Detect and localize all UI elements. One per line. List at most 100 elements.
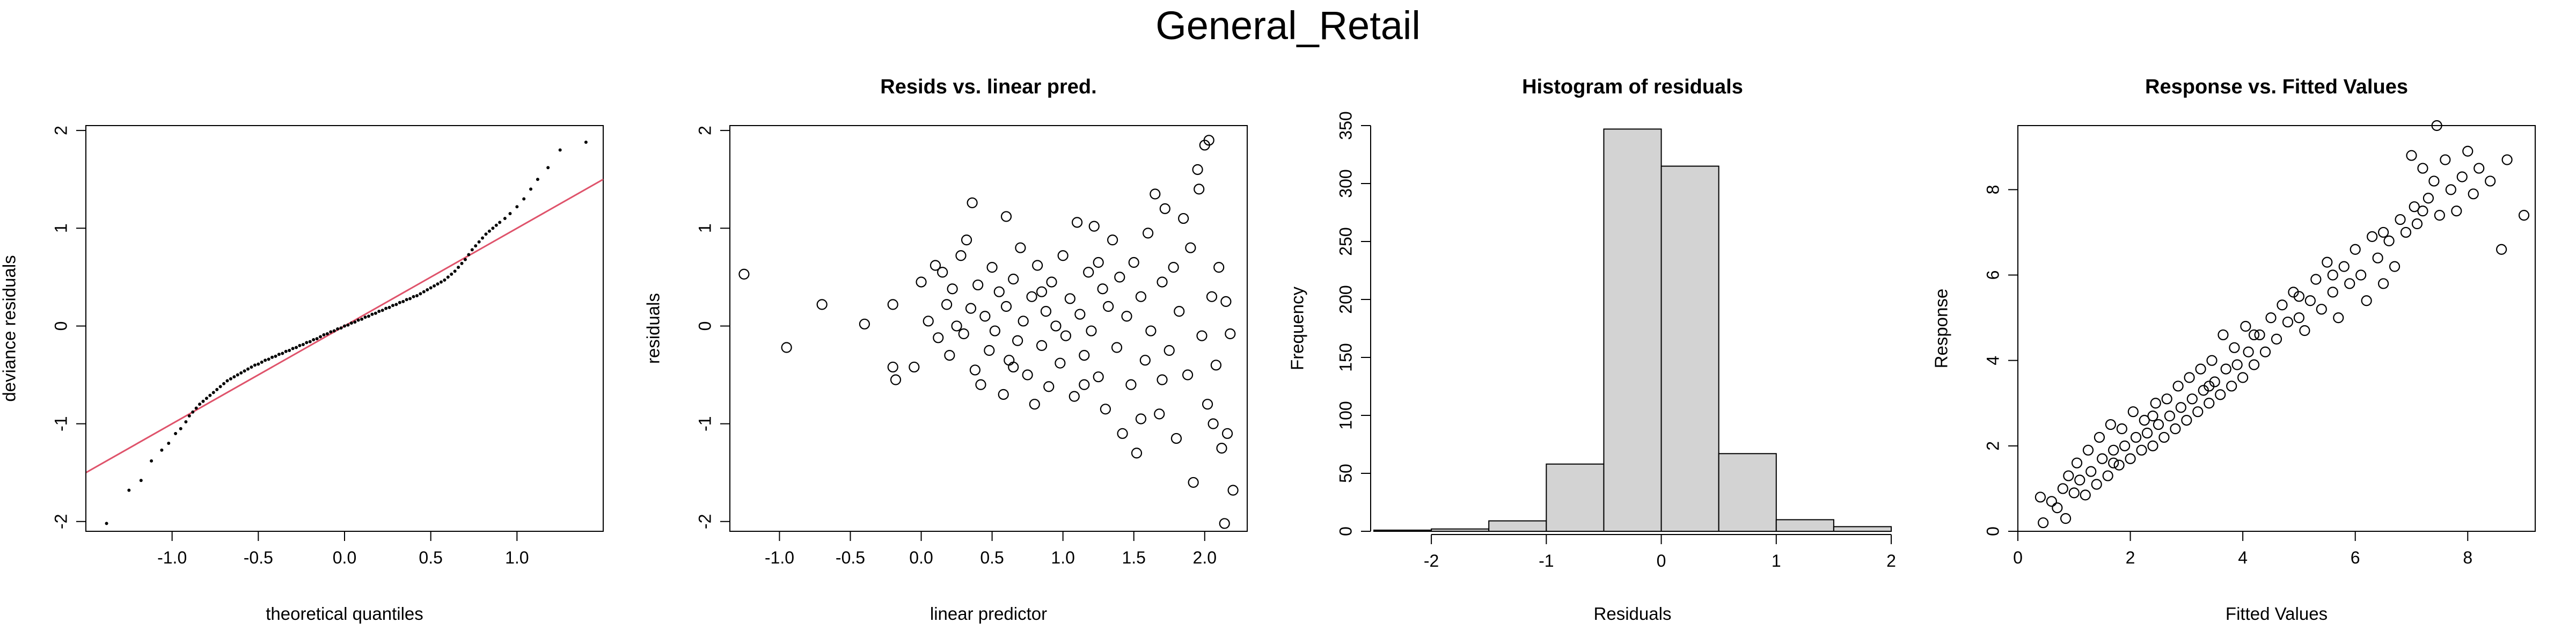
data-point bbox=[2195, 363, 2206, 375]
x-tick-label: -1 bbox=[1539, 551, 1554, 570]
data-point bbox=[993, 286, 1005, 297]
data-point bbox=[2428, 175, 2440, 187]
data-point bbox=[391, 304, 394, 308]
plot-frame bbox=[729, 125, 1248, 532]
data-point bbox=[2094, 431, 2105, 443]
data-point bbox=[986, 262, 998, 273]
data-point bbox=[1208, 418, 1219, 429]
chart-panel-4: Response vs. Fitted Values 0 2 4 6 8 0 2 4 6 8 Fitt… bbox=[1931, 76, 2536, 624]
x-tick-label: 0.0 bbox=[909, 548, 933, 567]
y-tick-label: 2 bbox=[51, 126, 70, 135]
data-point bbox=[1178, 213, 1189, 224]
x-tick-label: 4 bbox=[2238, 548, 2248, 567]
histogram-bar bbox=[1373, 529, 1432, 532]
data-point bbox=[356, 318, 360, 322]
data-point bbox=[453, 269, 457, 273]
data-point bbox=[439, 280, 443, 284]
data-point bbox=[2192, 406, 2204, 418]
data-point bbox=[2184, 372, 2195, 383]
x-tick-label: 2 bbox=[2126, 548, 2135, 567]
x-axis-label: theoretical quantiles bbox=[266, 604, 423, 624]
data-point bbox=[139, 479, 143, 482]
data-point bbox=[2417, 163, 2428, 174]
y-tick-label: 2 bbox=[1983, 441, 2002, 451]
data-point bbox=[343, 324, 346, 328]
data-point bbox=[2141, 427, 2153, 439]
data-point bbox=[218, 385, 222, 389]
data-point bbox=[1055, 357, 1066, 369]
data-point bbox=[160, 448, 164, 452]
data-point bbox=[1125, 379, 1137, 390]
data-point bbox=[433, 284, 436, 288]
data-point bbox=[250, 365, 253, 369]
data-point bbox=[1026, 291, 1037, 302]
figure-title: General_Retail bbox=[1155, 3, 1421, 48]
data-point bbox=[1050, 320, 1062, 332]
data-point bbox=[2395, 214, 2406, 225]
histogram-bar bbox=[1546, 463, 1605, 532]
data-point bbox=[494, 223, 498, 227]
data-point bbox=[1022, 369, 1033, 380]
histogram-bar bbox=[1431, 528, 1490, 532]
data-point bbox=[2248, 329, 2260, 341]
data-point bbox=[394, 303, 398, 306]
data-point bbox=[1117, 428, 1128, 439]
data-point bbox=[923, 316, 934, 327]
data-point bbox=[944, 349, 955, 361]
data-point bbox=[2097, 453, 2108, 464]
data-point bbox=[2355, 269, 2367, 281]
data-point bbox=[1015, 242, 1026, 253]
data-point bbox=[1029, 399, 1040, 410]
data-point bbox=[984, 345, 995, 356]
data-point bbox=[2204, 380, 2215, 392]
data-point bbox=[167, 442, 171, 445]
data-point bbox=[288, 348, 291, 352]
data-point bbox=[1213, 262, 1225, 273]
data-point bbox=[1227, 485, 1239, 496]
data-point bbox=[2172, 380, 2184, 392]
data-point bbox=[2147, 411, 2158, 422]
y-axis-label: Response bbox=[1931, 289, 1951, 369]
data-point bbox=[1060, 330, 1072, 341]
x-tick-label: -2 bbox=[1424, 551, 1439, 570]
data-point bbox=[211, 391, 215, 394]
data-point bbox=[2485, 175, 2496, 187]
data-point bbox=[301, 343, 305, 347]
data-point bbox=[937, 267, 948, 278]
y-tick-label: 1 bbox=[51, 223, 70, 233]
data-point bbox=[2434, 210, 2445, 221]
data-point bbox=[204, 397, 208, 400]
data-point bbox=[429, 286, 433, 290]
data-point bbox=[2417, 206, 2428, 217]
data-point bbox=[1220, 296, 1232, 308]
data-point bbox=[1225, 328, 1236, 340]
data-point bbox=[1135, 413, 1147, 425]
x-tick-label: 1.5 bbox=[1122, 548, 1145, 567]
x-tick-label: -0.5 bbox=[836, 548, 865, 567]
data-point bbox=[2220, 363, 2231, 375]
y-tick-label: 0 bbox=[1336, 526, 1355, 536]
data-point bbox=[1114, 272, 1125, 283]
data-point bbox=[363, 316, 367, 319]
data-point bbox=[243, 369, 246, 373]
data-point bbox=[184, 420, 188, 423]
data-point bbox=[930, 260, 941, 271]
data-point bbox=[2350, 244, 2361, 255]
data-point bbox=[2164, 411, 2176, 422]
data-point bbox=[1000, 301, 1012, 312]
y-axis-label: deviance residuals bbox=[0, 255, 19, 401]
data-point bbox=[2293, 312, 2305, 324]
data-point bbox=[2125, 453, 2136, 464]
data-point bbox=[2052, 502, 2063, 514]
histogram-bar bbox=[1660, 165, 1719, 532]
y-tick-label: 100 bbox=[1336, 401, 1355, 429]
data-point bbox=[2240, 320, 2251, 332]
data-point bbox=[2248, 359, 2260, 370]
y-tick-label: 6 bbox=[1983, 270, 2002, 280]
data-point bbox=[2091, 479, 2102, 490]
data-point bbox=[1163, 345, 1175, 356]
data-point bbox=[1097, 283, 1108, 295]
data-point bbox=[2108, 444, 2119, 456]
data-point bbox=[2451, 206, 2462, 217]
